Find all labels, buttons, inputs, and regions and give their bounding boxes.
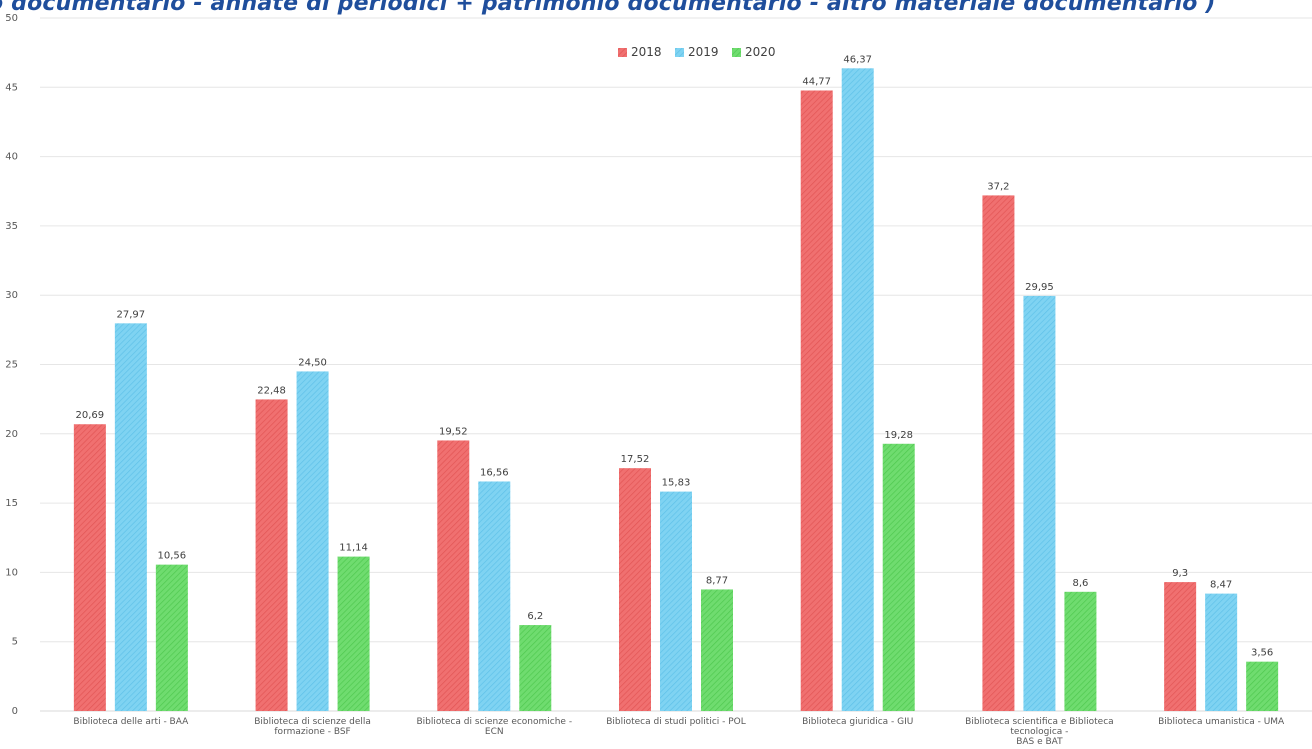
data-label: 17,52 [621,454,650,465]
data-label: 16,56 [480,467,509,478]
y-tick-label: 20 [5,429,18,440]
legend-swatch-2018 [618,48,627,57]
y-tick-label: 35 [5,221,18,232]
x-tick-label: Biblioteca scientifica e Biblioteca [965,717,1114,727]
data-labels: 20,69 27,97 10,56 22,48 24,50 11,14 19,52 16,56… [76,54,1274,658]
bar-2019 [841,68,874,712]
bar-2019 [114,323,147,711]
legend: 2018 2019 2020 [618,45,776,59]
data-label: 9,3 [1172,568,1188,579]
bar-2020 [155,564,188,711]
data-label: 20,69 [76,410,105,421]
bar-2019 [296,371,329,711]
bar-2018 [437,440,470,711]
bar-2019 [1023,295,1056,711]
bar-2018 [800,90,833,712]
x-tick-label: Biblioteca di studi politici - POL [606,717,746,727]
data-label: 10,56 [158,551,187,562]
legend-label-2019: 2019 [688,45,719,59]
x-tick-label: Biblioteca di scienze della [254,717,371,727]
y-tick-label: 45 [5,82,18,93]
bars [73,68,1279,712]
bar-2020 [701,589,733,711]
data-label: 24,50 [298,357,327,368]
legend-label-2020: 2020 [745,45,776,59]
x-tick-label: Biblioteca di scienze economiche - [416,717,572,727]
data-label: 29,95 [1025,282,1054,293]
chart-title: o documentario - annate di periodici + p… [0,0,1216,16]
y-tick-label: 0 [12,706,18,717]
x-tick-label: BAS e BAT [1016,737,1063,747]
data-label: 37,2 [987,181,1009,192]
y-tick-label: 50 [5,13,18,24]
y-tick-label: 25 [5,360,18,371]
bar-2019 [478,481,511,711]
data-label: 19,52 [439,426,468,437]
bar-2018 [1164,582,1197,711]
x-tick-label: Biblioteca giuridica - GIU [802,717,913,727]
data-label: 15,83 [662,478,691,489]
data-label: 8,6 [1072,578,1088,589]
x-tick-label: formazione - BSF [274,727,350,737]
x-tick-label: ECN [485,727,504,737]
data-label: 22,48 [257,385,286,396]
bar-2018 [73,424,106,711]
bar-2019 [1205,593,1238,711]
data-label: 6,2 [527,611,543,622]
data-label: 44,77 [802,76,831,87]
bar-2020 [1246,661,1279,711]
legend-label-2018: 2018 [631,45,662,59]
bar-2018 [619,468,651,711]
y-tick-label: 30 [5,290,18,301]
x-tick-label: Biblioteca umanistica - UMA [1158,717,1285,727]
bar-2018 [255,399,288,711]
data-label: 11,14 [339,543,368,554]
data-label: 8,77 [706,575,728,586]
y-tick-label: 40 [5,152,18,163]
bar-2018 [982,195,1015,711]
bar-2019 [660,491,692,711]
y-tick-label: 15 [5,498,18,509]
data-label: 46,37 [843,54,872,65]
data-label: 19,28 [884,430,913,441]
bar-2020 [337,556,370,711]
x-tick-label: Biblioteca delle arti - BAA [73,717,189,727]
data-label: 27,97 [117,309,146,320]
data-label: 3,56 [1251,648,1273,659]
y-axis: 0 5 10 15 20 25 30 35 40 45 50 [5,13,18,717]
bar-2020 [1064,591,1097,711]
x-tick-label: tecnologica - [1010,727,1068,737]
data-label: 8,47 [1210,580,1232,591]
y-tick-label: 5 [12,637,18,648]
bar-2020 [882,443,915,711]
x-axis: Biblioteca delle arti - BAA Biblioteca di… [73,717,1285,747]
bar-2020 [519,625,552,711]
legend-swatch-2020 [732,48,741,57]
y-tick-label: 10 [5,567,18,578]
legend-swatch-2019 [675,48,684,57]
